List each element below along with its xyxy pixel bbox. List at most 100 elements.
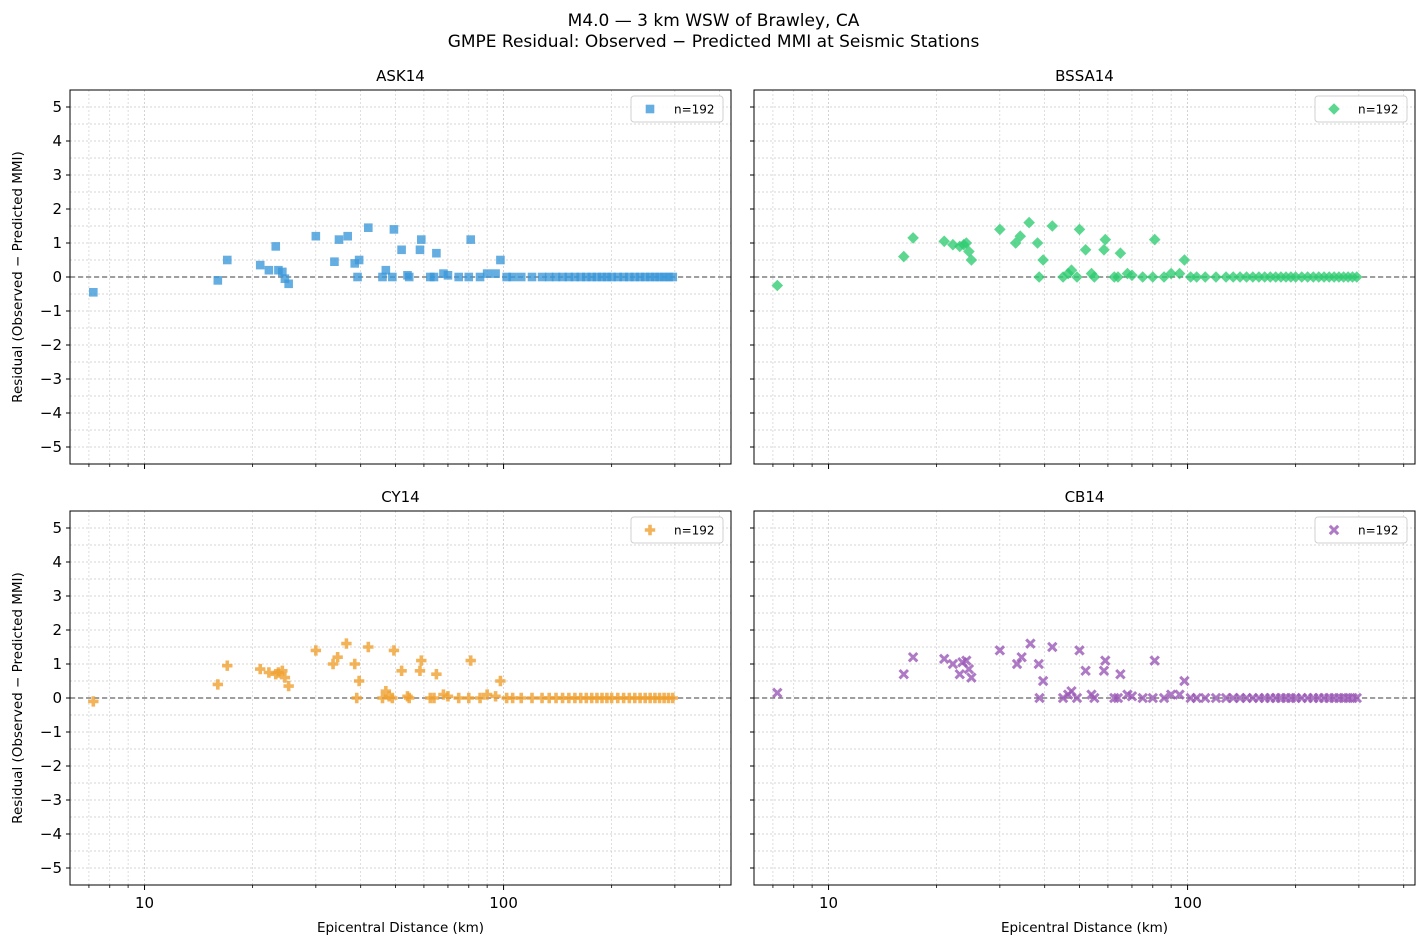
data-point [1112, 271, 1124, 283]
data-point [429, 272, 439, 282]
data-point [558, 272, 567, 282]
data-point [563, 692, 575, 704]
legend: n=192 [1314, 516, 1408, 544]
data-point [1114, 247, 1127, 259]
data-point [557, 692, 568, 704]
legend-marker [1328, 103, 1340, 115]
data-point [938, 235, 951, 248]
y-tick-label: −2 [40, 757, 62, 775]
data-point [1033, 658, 1044, 670]
data-point [1351, 692, 1363, 704]
data-point [667, 692, 678, 704]
data-point [527, 272, 537, 282]
data-point [1146, 271, 1159, 283]
data-point [635, 272, 645, 282]
data-point [1037, 675, 1049, 687]
data-point [1174, 689, 1185, 700]
legend-box [630, 95, 724, 123]
data-point [416, 235, 426, 244]
data-point [1014, 230, 1027, 242]
data-point [954, 668, 966, 680]
y-tick-label: 5 [52, 519, 62, 537]
data-point [655, 272, 664, 282]
data-point [327, 658, 339, 670]
panel-title: ASK14 [376, 67, 425, 85]
points [88, 638, 678, 707]
data-point [1191, 692, 1202, 704]
legend: n=192 [630, 95, 724, 123]
data-point [966, 672, 977, 683]
data-point [587, 272, 597, 282]
data-point [907, 232, 919, 244]
data-point [495, 675, 506, 687]
data-point [544, 692, 555, 704]
data-point [1178, 254, 1191, 266]
data-point [396, 665, 407, 676]
data-point [624, 692, 635, 704]
data-point [612, 692, 623, 704]
data-point [592, 272, 602, 282]
data-point [474, 692, 486, 704]
data-point [551, 272, 561, 282]
panel-title: CB14 [1065, 488, 1105, 506]
data-point [255, 663, 266, 675]
data-point [222, 660, 233, 671]
data-point [897, 250, 910, 263]
panel-title: BSSA14 [1055, 67, 1114, 85]
y-tick-label: 4 [52, 132, 62, 150]
data-point [284, 279, 293, 289]
data-point [629, 692, 640, 704]
data-point [575, 692, 586, 704]
data-point [255, 260, 265, 270]
data-point [645, 272, 655, 282]
data-point [213, 276, 223, 285]
data-point [947, 238, 959, 251]
y-tick-label: −5 [40, 859, 62, 877]
data-point [1031, 237, 1044, 249]
data-point [965, 254, 978, 266]
data-point [414, 665, 426, 676]
data-point [1184, 271, 1197, 283]
data-point [263, 667, 275, 678]
y-tick-label: −3 [40, 370, 62, 388]
data-point [416, 655, 427, 666]
y-tick-label: 3 [52, 587, 62, 605]
data-point [397, 245, 406, 255]
data-point [1210, 271, 1222, 283]
data-point [1099, 233, 1112, 246]
y-tick-label: 4 [52, 553, 62, 571]
data-point [1158, 692, 1170, 704]
points [771, 216, 1363, 292]
data-point [88, 696, 99, 707]
data-point [1199, 271, 1212, 283]
y-tick-label: −1 [40, 302, 62, 320]
legend-marker [645, 104, 655, 114]
data-point [630, 272, 640, 282]
data-point [1137, 692, 1148, 704]
data-point [1149, 655, 1160, 666]
figure-title-line-2: GMPE Residual: Observed − Predicted MMI … [448, 32, 980, 52]
data-point [963, 663, 975, 675]
y-tick-label: 2 [52, 621, 62, 639]
legend-label: n=192 [674, 103, 715, 117]
data-point [1136, 271, 1149, 283]
data-point [1179, 675, 1190, 687]
data-point [1073, 223, 1086, 236]
data-point [1089, 692, 1100, 704]
data-point [938, 653, 950, 665]
data-point [602, 272, 612, 282]
data-point [1098, 244, 1110, 256]
data-point [1088, 271, 1101, 283]
data-point [994, 223, 1006, 236]
legend-marker [1328, 524, 1340, 536]
data-point [650, 272, 660, 282]
y-axis-label: Residual (Observed − Predicted MMI) [10, 572, 26, 824]
x-tick-label: 100 [489, 894, 518, 912]
points [772, 638, 1363, 704]
legend-marker [644, 524, 656, 536]
data-point [586, 692, 597, 704]
data-point [1062, 267, 1074, 280]
data-point [659, 272, 669, 282]
data-point [343, 231, 352, 241]
